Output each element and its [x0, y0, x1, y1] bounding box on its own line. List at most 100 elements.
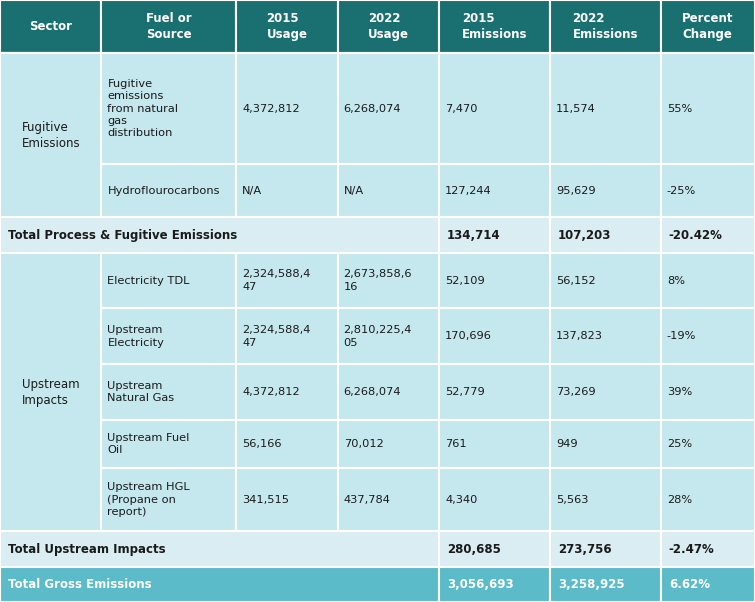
Text: 56,152: 56,152	[556, 276, 596, 285]
Text: Total Gross Emissions: Total Gross Emissions	[8, 578, 152, 591]
Bar	[661, 217, 755, 253]
Bar	[550, 53, 661, 164]
Bar	[0, 532, 439, 566]
Bar	[661, 308, 755, 364]
Bar	[101, 364, 236, 420]
Bar	[439, 566, 550, 602]
Text: -20.42%: -20.42%	[669, 229, 723, 241]
Bar	[439, 532, 550, 566]
Bar	[0, 566, 439, 602]
Bar	[550, 164, 661, 217]
Bar	[0, 420, 101, 468]
Bar	[101, 53, 236, 164]
Text: 2022
Emissions: 2022 Emissions	[572, 12, 638, 41]
Text: 761: 761	[445, 439, 467, 449]
Bar	[661, 532, 755, 566]
Text: 55%: 55%	[667, 104, 692, 114]
Text: 170,696: 170,696	[445, 331, 492, 341]
Bar	[661, 420, 755, 468]
Text: 4,340: 4,340	[445, 495, 477, 505]
Text: 3,056,693: 3,056,693	[447, 578, 513, 591]
Bar	[101, 253, 236, 308]
Bar	[550, 468, 661, 532]
Text: 2,324,588,4
47: 2,324,588,4 47	[242, 269, 310, 292]
Bar	[0, 253, 101, 308]
Text: Upstream
Natural Gas: Upstream Natural Gas	[107, 381, 174, 403]
Text: 25%: 25%	[667, 439, 692, 449]
Bar	[439, 164, 550, 217]
Text: N/A: N/A	[344, 186, 364, 196]
Text: 3,258,925: 3,258,925	[558, 578, 624, 591]
Text: Fugitive
Emissions: Fugitive Emissions	[21, 120, 80, 150]
Text: 2015
Emissions: 2015 Emissions	[462, 12, 527, 41]
Bar	[236, 164, 337, 217]
Bar	[0, 0, 101, 53]
Text: 137,823: 137,823	[556, 331, 603, 341]
Text: Fugitive
emissions
from natural
gas
distribution: Fugitive emissions from natural gas dist…	[107, 79, 178, 138]
Bar	[661, 253, 755, 308]
Bar	[236, 308, 337, 364]
Text: Upstream HGL
(Propane on
report): Upstream HGL (Propane on report)	[107, 482, 190, 517]
Text: Upstream
Impacts: Upstream Impacts	[22, 377, 79, 406]
Bar	[0, 53, 101, 164]
Bar	[439, 217, 550, 253]
Bar	[550, 308, 661, 364]
Text: Total Process & Fugitive Emissions: Total Process & Fugitive Emissions	[8, 229, 237, 241]
Bar	[439, 468, 550, 532]
Text: 6.62%: 6.62%	[669, 578, 710, 591]
Bar	[550, 364, 661, 420]
Bar	[337, 164, 439, 217]
Text: 107,203: 107,203	[558, 229, 612, 241]
Bar	[337, 253, 439, 308]
Text: 273,756: 273,756	[558, 542, 612, 556]
Bar	[439, 0, 550, 53]
Bar	[236, 468, 337, 532]
Bar	[236, 253, 337, 308]
Bar	[337, 53, 439, 164]
Bar	[337, 364, 439, 420]
Bar	[439, 253, 550, 308]
Bar	[0, 308, 101, 364]
Bar	[0, 217, 439, 253]
Text: Sector: Sector	[29, 20, 72, 33]
Text: 127,244: 127,244	[445, 186, 492, 196]
Text: 2022
Usage: 2022 Usage	[368, 12, 409, 41]
Text: -2.47%: -2.47%	[669, 542, 714, 556]
Bar	[337, 308, 439, 364]
Text: 7,470: 7,470	[445, 104, 478, 114]
Text: N/A: N/A	[242, 186, 262, 196]
Text: 52,779: 52,779	[445, 387, 485, 397]
Text: 341,515: 341,515	[242, 495, 289, 505]
Bar	[337, 468, 439, 532]
Text: 52,109: 52,109	[445, 276, 485, 285]
Bar	[236, 0, 337, 53]
Bar	[661, 53, 755, 164]
Text: -25%: -25%	[667, 186, 696, 196]
Bar	[236, 364, 337, 420]
Text: 134,714: 134,714	[447, 229, 501, 241]
Bar	[0, 468, 101, 532]
Bar	[337, 0, 439, 53]
Bar	[439, 53, 550, 164]
Bar	[550, 420, 661, 468]
Bar	[0, 364, 101, 420]
Text: 5,563: 5,563	[556, 495, 588, 505]
Bar	[101, 164, 236, 217]
Bar	[661, 364, 755, 420]
Bar	[550, 253, 661, 308]
Bar	[661, 164, 755, 217]
Bar	[101, 0, 236, 53]
Text: 28%: 28%	[667, 495, 692, 505]
Bar	[550, 532, 661, 566]
Text: -19%: -19%	[667, 331, 696, 341]
Bar	[0, 53, 101, 217]
Text: 6,268,074: 6,268,074	[344, 104, 401, 114]
Text: 2,673,858,6
16: 2,673,858,6 16	[344, 269, 412, 292]
Bar	[101, 420, 236, 468]
Bar	[439, 364, 550, 420]
Text: Total Upstream Impacts: Total Upstream Impacts	[8, 542, 165, 556]
Bar	[337, 420, 439, 468]
Bar	[439, 308, 550, 364]
Text: 8%: 8%	[667, 276, 685, 285]
Text: 4,372,812: 4,372,812	[242, 387, 300, 397]
